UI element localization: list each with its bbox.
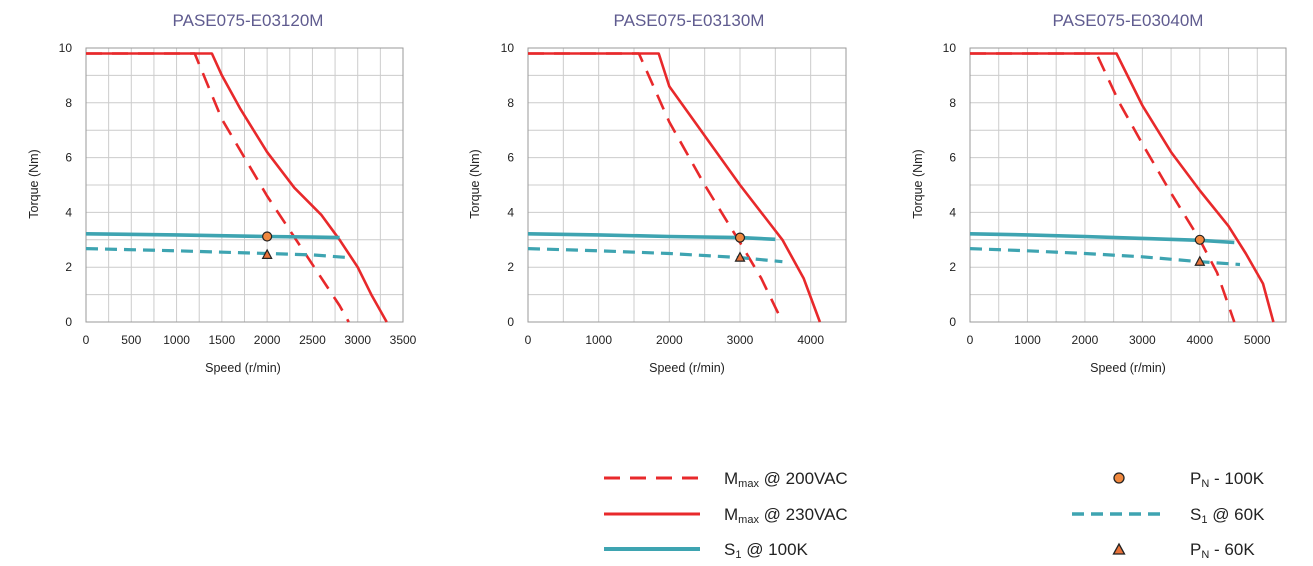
y-axis-label: Torque (Nm) <box>468 149 482 218</box>
y-tick-label: 2 <box>507 260 514 274</box>
rated-point-100k-marker <box>262 231 273 242</box>
legend-label: S1 @ 60K <box>1190 505 1265 526</box>
x-tick-label: 1000 <box>1014 333 1041 347</box>
y-tick-label: 8 <box>65 96 72 110</box>
x-tick-label: 500 <box>121 333 141 347</box>
legend-item-mmax-200vac: Mmax @ 200VAC <box>604 469 848 490</box>
x-tick-label: 2000 <box>254 333 281 347</box>
x-axis-label: Speed (r/min) <box>649 361 725 375</box>
legend-item-s1-60k: S1 @ 60K <box>1072 505 1265 526</box>
plot-frame <box>85 47 404 323</box>
plot-frame <box>969 47 1287 323</box>
series-line-mmax230 <box>86 52 388 323</box>
plot-area: 0 500 1000 1500 2000 2500 3000 3500 0 2 4 6 8 10 <box>59 41 417 347</box>
plot-area: 0 1000 2000 3000 4000 5000 0 2 4 6 8 10 <box>943 41 1287 347</box>
legend-label: PN - 60K <box>1190 540 1255 561</box>
x-tick-label: 0 <box>525 333 532 347</box>
series-line-mmax230 <box>528 52 822 323</box>
y-tick-label: 0 <box>507 315 514 329</box>
legend-label: Mmax @ 230VAC <box>724 505 848 526</box>
y-tick-label: 6 <box>65 151 72 165</box>
legend-item-s1-100k: S1 @ 100K <box>604 540 809 561</box>
x-tick-label: 3000 <box>1129 333 1156 347</box>
plot-area: 0 1000 2000 3000 4000 0 2 4 6 8 10 <box>501 41 847 347</box>
legend-label: PN - 100K <box>1190 469 1265 490</box>
y-tick-label: 8 <box>507 96 514 110</box>
x-tick-label: 4000 <box>797 333 824 347</box>
x-axis-label: Speed (r/min) <box>205 361 281 375</box>
legend-label: S1 @ 100K <box>724 540 809 561</box>
y-tick-label: 4 <box>507 205 514 219</box>
rated-point-60k-marker <box>734 251 746 262</box>
y-tick-label: 2 <box>949 260 956 274</box>
x-tick-label: 1500 <box>209 333 236 347</box>
x-tick-label: 2000 <box>1072 333 1099 347</box>
y-tick-label: 10 <box>59 41 73 55</box>
chart-pase075-e03130m: PASE075-E03130M Torque (Nm) Speed (r/min… <box>468 11 847 375</box>
chart-title: PASE075-E03040M <box>1053 11 1204 30</box>
y-tick-label: 8 <box>949 96 956 110</box>
x-tick-label: 4000 <box>1186 333 1213 347</box>
chart-pase075-e03120m: PASE075-E03120M Torque (Nm) Speed (r/min… <box>27 11 417 375</box>
y-tick-label: 10 <box>943 41 957 55</box>
series-line-s1_100 <box>969 232 1235 245</box>
x-tick-label: 2000 <box>656 333 683 347</box>
legend-label: Mmax @ 200VAC <box>724 469 848 490</box>
series-line-s1_100 <box>527 232 776 242</box>
legend-marker-circle-icon <box>1113 472 1125 484</box>
y-tick-label: 6 <box>949 151 956 165</box>
y-tick-label: 10 <box>501 41 515 55</box>
x-tick-label: 5000 <box>1244 333 1271 347</box>
series-line-s1_60 <box>85 247 349 260</box>
plot-frame <box>527 47 847 323</box>
x-tick-label: 1000 <box>585 333 612 347</box>
y-tick-label: 4 <box>65 205 72 219</box>
series-line-s1_100 <box>85 232 340 240</box>
y-tick-label: 4 <box>949 205 956 219</box>
y-axis-label: Torque (Nm) <box>27 149 41 218</box>
x-tick-label: 0 <box>83 333 90 347</box>
y-tick-label: 0 <box>65 315 72 329</box>
legend-item-pn-100k: PN - 100K <box>1113 469 1265 490</box>
legend-item-pn-60k: PN - 60K <box>1112 540 1255 561</box>
series-line-mmax200 <box>528 52 784 323</box>
legend-item-mmax-230vac: Mmax @ 230VAC <box>604 505 848 526</box>
x-tick-label: 0 <box>967 333 974 347</box>
y-axis-label: Torque (Nm) <box>911 149 925 218</box>
chart-pase075-e03040m: PASE075-E03040M Torque (Nm) Speed (r/min… <box>911 11 1287 375</box>
x-tick-label: 2500 <box>299 333 326 347</box>
rated-point-100k-marker <box>1194 234 1205 245</box>
y-tick-label: 6 <box>507 151 514 165</box>
x-tick-label: 3000 <box>344 333 371 347</box>
y-tick-label: 2 <box>65 260 72 274</box>
x-axis-label: Speed (r/min) <box>1090 361 1166 375</box>
series-line-mmax200 <box>86 52 350 323</box>
series-line-s1_60 <box>969 247 1241 267</box>
y-tick-label: 0 <box>949 315 956 329</box>
legend-marker-triangle-icon <box>1112 542 1126 555</box>
x-tick-label: 1000 <box>163 333 190 347</box>
rated-point-60k-marker <box>261 248 273 259</box>
rated-point-60k-marker <box>1194 255 1206 266</box>
rated-point-100k-marker <box>734 232 746 243</box>
series-line-s1_60 <box>527 247 783 264</box>
x-tick-label: 3000 <box>727 333 754 347</box>
chart-title: PASE075-E03130M <box>614 11 765 30</box>
x-tick-label: 3500 <box>390 333 417 347</box>
series-line-mmax230 <box>970 52 1275 323</box>
legend: Mmax @ 200VAC Mmax @ 230VAC S1 @ 100K PN… <box>604 469 1265 561</box>
chart-title: PASE075-E03120M <box>173 11 324 30</box>
series-line-mmax200 <box>970 52 1236 323</box>
